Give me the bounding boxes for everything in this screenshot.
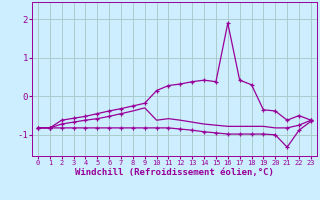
X-axis label: Windchill (Refroidissement éolien,°C): Windchill (Refroidissement éolien,°C) <box>75 168 274 177</box>
